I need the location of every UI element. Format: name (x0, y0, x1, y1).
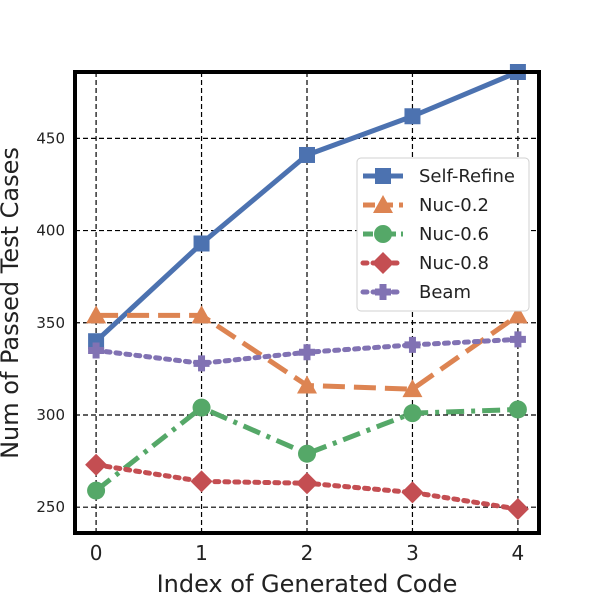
data-point-self-refine (193, 235, 210, 252)
x-axis-label: Index of Generated Code (157, 570, 458, 598)
y-tick-label: 250 (36, 498, 65, 516)
legend-marker-self-refine (375, 168, 391, 184)
data-point-nuc-0-8 (506, 498, 529, 521)
series-lines (85, 64, 529, 521)
data-point-nuc-0-8 (296, 472, 318, 495)
x-tick-label: 4 (512, 541, 525, 565)
data-point-nuc-0-2 (402, 379, 423, 398)
data-point-nuc-0-2 (297, 375, 317, 394)
x-tick-label: 3 (406, 541, 419, 565)
axis-ticks: 0 1 2 3 4 250 300 350 400 450 (36, 129, 524, 565)
legend: Self-Refine Nuc-0.2 Nuc-0.6 Nuc-0.8 Beam (356, 157, 530, 312)
legend-label-nuc-0-8: Nuc-0.8 (419, 253, 489, 274)
data-point-nuc-0-2 (507, 305, 528, 324)
y-tick-label: 300 (36, 406, 65, 424)
legend-marker-nuc-0-8 (372, 252, 394, 274)
data-point-self-refine (404, 108, 421, 125)
data-point-nuc-0-8 (85, 453, 108, 476)
data-point-nuc-0-8 (190, 470, 213, 493)
legend-marker-nuc-0-6 (374, 225, 392, 243)
data-point-beam (404, 336, 421, 353)
legend-label-nuc-0-2: Nuc-0.2 (419, 195, 489, 216)
data-point-beam (88, 342, 105, 359)
x-tick-label: 0 (90, 541, 103, 565)
grid-lines (75, 72, 539, 533)
data-point-nuc-0-8 (401, 481, 424, 504)
data-point-nuc-0-2 (191, 305, 212, 324)
legend-marker-nuc-0-2 (373, 195, 393, 213)
legend-label-beam: Beam (419, 282, 471, 303)
data-point-nuc-0-6 (192, 398, 211, 417)
data-point-nuc-0-6 (87, 481, 106, 500)
data-point-self-refine (88, 333, 105, 350)
data-point-beam (193, 355, 210, 372)
y-tick-label: 400 (36, 222, 65, 240)
plot-frame (73, 70, 541, 535)
legend-label-self-refine: Self-Refine (419, 166, 515, 187)
y-axis-label: Num of Passed Test Cases (0, 147, 24, 459)
legend-box (356, 157, 530, 312)
data-point-nuc-0-2 (86, 305, 107, 324)
series-line-nuc-0-6 (94, 405, 518, 493)
x-tick-label: 2 (301, 541, 314, 565)
data-point-beam (299, 344, 315, 361)
legend-label-nuc-0-6: Nuc-0.6 (419, 224, 489, 245)
y-tick-label: 450 (36, 129, 65, 147)
data-point-nuc-0-6 (403, 404, 422, 423)
x-tick-label: 1 (195, 541, 208, 565)
data-point-beam (509, 331, 526, 348)
data-point-nuc-0-6 (508, 400, 527, 419)
data-point-nuc-0-6 (298, 444, 316, 463)
legend-marker-beam (375, 284, 391, 300)
data-point-self-refine (299, 146, 315, 163)
y-tick-label: 350 (36, 314, 65, 332)
